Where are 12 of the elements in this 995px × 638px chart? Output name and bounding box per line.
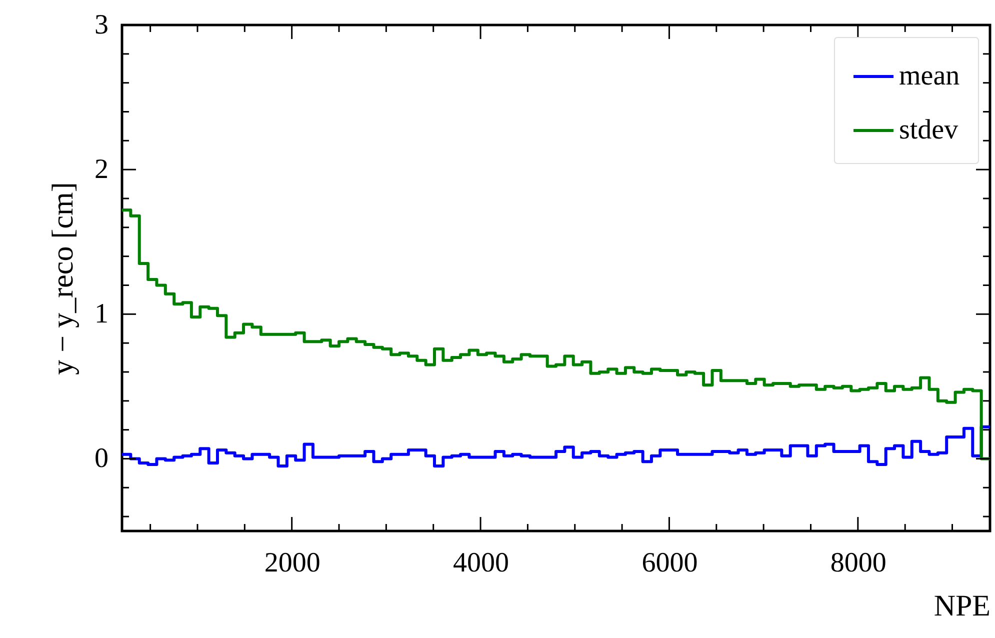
x-tick-label: 6000 xyxy=(642,548,698,578)
y-tick-label: 0 xyxy=(94,443,108,474)
legend-label: mean xyxy=(899,60,960,92)
legend-label: stdev xyxy=(899,114,958,146)
x-tick-label: 4000 xyxy=(453,548,510,578)
x-tick-label: 2000 xyxy=(264,548,320,578)
x-axis-title: NPE xyxy=(934,590,990,622)
y-tick-label: 2 xyxy=(94,154,108,186)
x-tick-label: 8000 xyxy=(830,548,886,578)
y-tick-label: 1 xyxy=(94,298,108,330)
y-tick-label: 3 xyxy=(94,10,108,40)
y-axis-title: y − y_reco [cm] xyxy=(46,182,80,375)
